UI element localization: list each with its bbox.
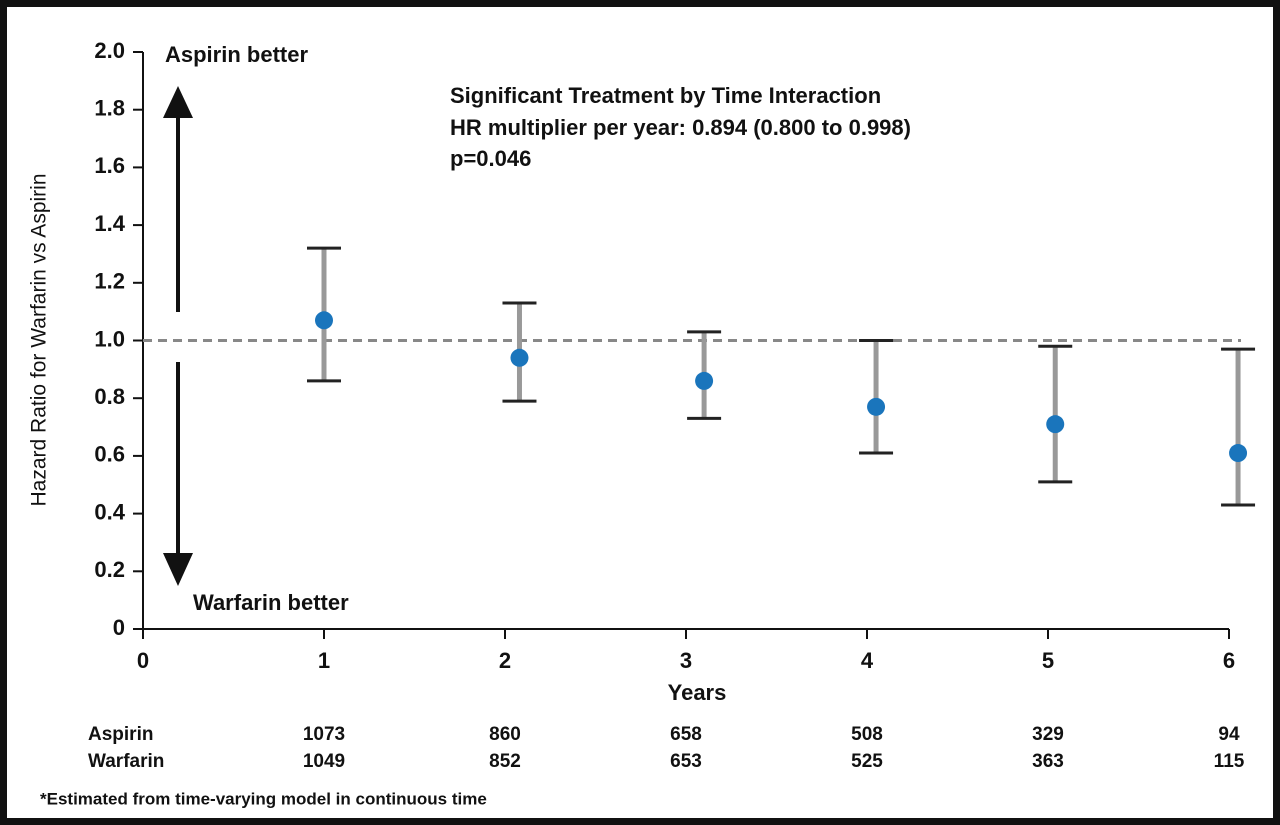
y-tick-label: 0.8 [94,384,125,409]
x-tick-label: 2 [499,648,511,673]
annotation: p=0.046 [450,146,531,171]
arrow-down [163,362,193,586]
y-tick-label: 0.2 [94,557,125,582]
table-cell: 94 [1218,724,1240,745]
table-cell: 525 [851,751,883,772]
table-cell: 852 [489,751,521,772]
y-tick-label: 1.6 [94,153,125,178]
x-tick-label: 5 [1042,648,1054,673]
point [867,397,886,416]
table-cell: 653 [670,751,702,772]
x-tick-label: 0 [137,648,149,673]
y-tick-label: 1.0 [94,326,125,351]
table-cell: 115 [1214,751,1245,772]
x-tick-label: 1 [318,648,330,673]
annotation: Significant Treatment by Time Interactio… [450,83,881,108]
point [1046,415,1065,434]
y-tick-label: 0.6 [94,442,125,467]
point [1229,444,1248,463]
annotation: Warfarin better [193,590,349,615]
point [695,371,714,390]
annotation: HR multiplier per year: 0.894 (0.800 to … [450,115,911,140]
point [510,348,529,367]
footnote: *Estimated from time-varying model in co… [40,789,487,808]
x-axis-label: Years [668,680,727,705]
annotation: Aspirin better [165,42,308,67]
y-tick-label: 1.4 [94,211,125,236]
y-tick-label: 0.4 [94,499,125,524]
arrow-up [163,86,193,312]
table-cell: 860 [489,724,521,745]
table-cell: 658 [670,724,702,745]
y-tick-label: 1.8 [94,96,125,121]
table-row-label: Aspirin [88,724,153,745]
table-cell: 329 [1032,724,1064,745]
y-axis-label: Hazard Ratio for Warfarin vs Aspirin [28,174,51,507]
x-tick-label: 4 [861,648,874,673]
table-cell: 508 [851,724,883,745]
y-tick-label: 0 [113,615,125,640]
table-cell: 363 [1032,751,1064,772]
table-cell: 1073 [303,724,345,745]
table-row-label: Warfarin [88,751,164,772]
table-cell: 1049 [303,751,345,772]
y-tick-label: 2.0 [94,38,125,63]
x-tick-label: 6 [1223,648,1235,673]
y-tick-label: 1.2 [94,269,125,294]
point [315,311,333,330]
x-tick-label: 3 [680,648,692,673]
